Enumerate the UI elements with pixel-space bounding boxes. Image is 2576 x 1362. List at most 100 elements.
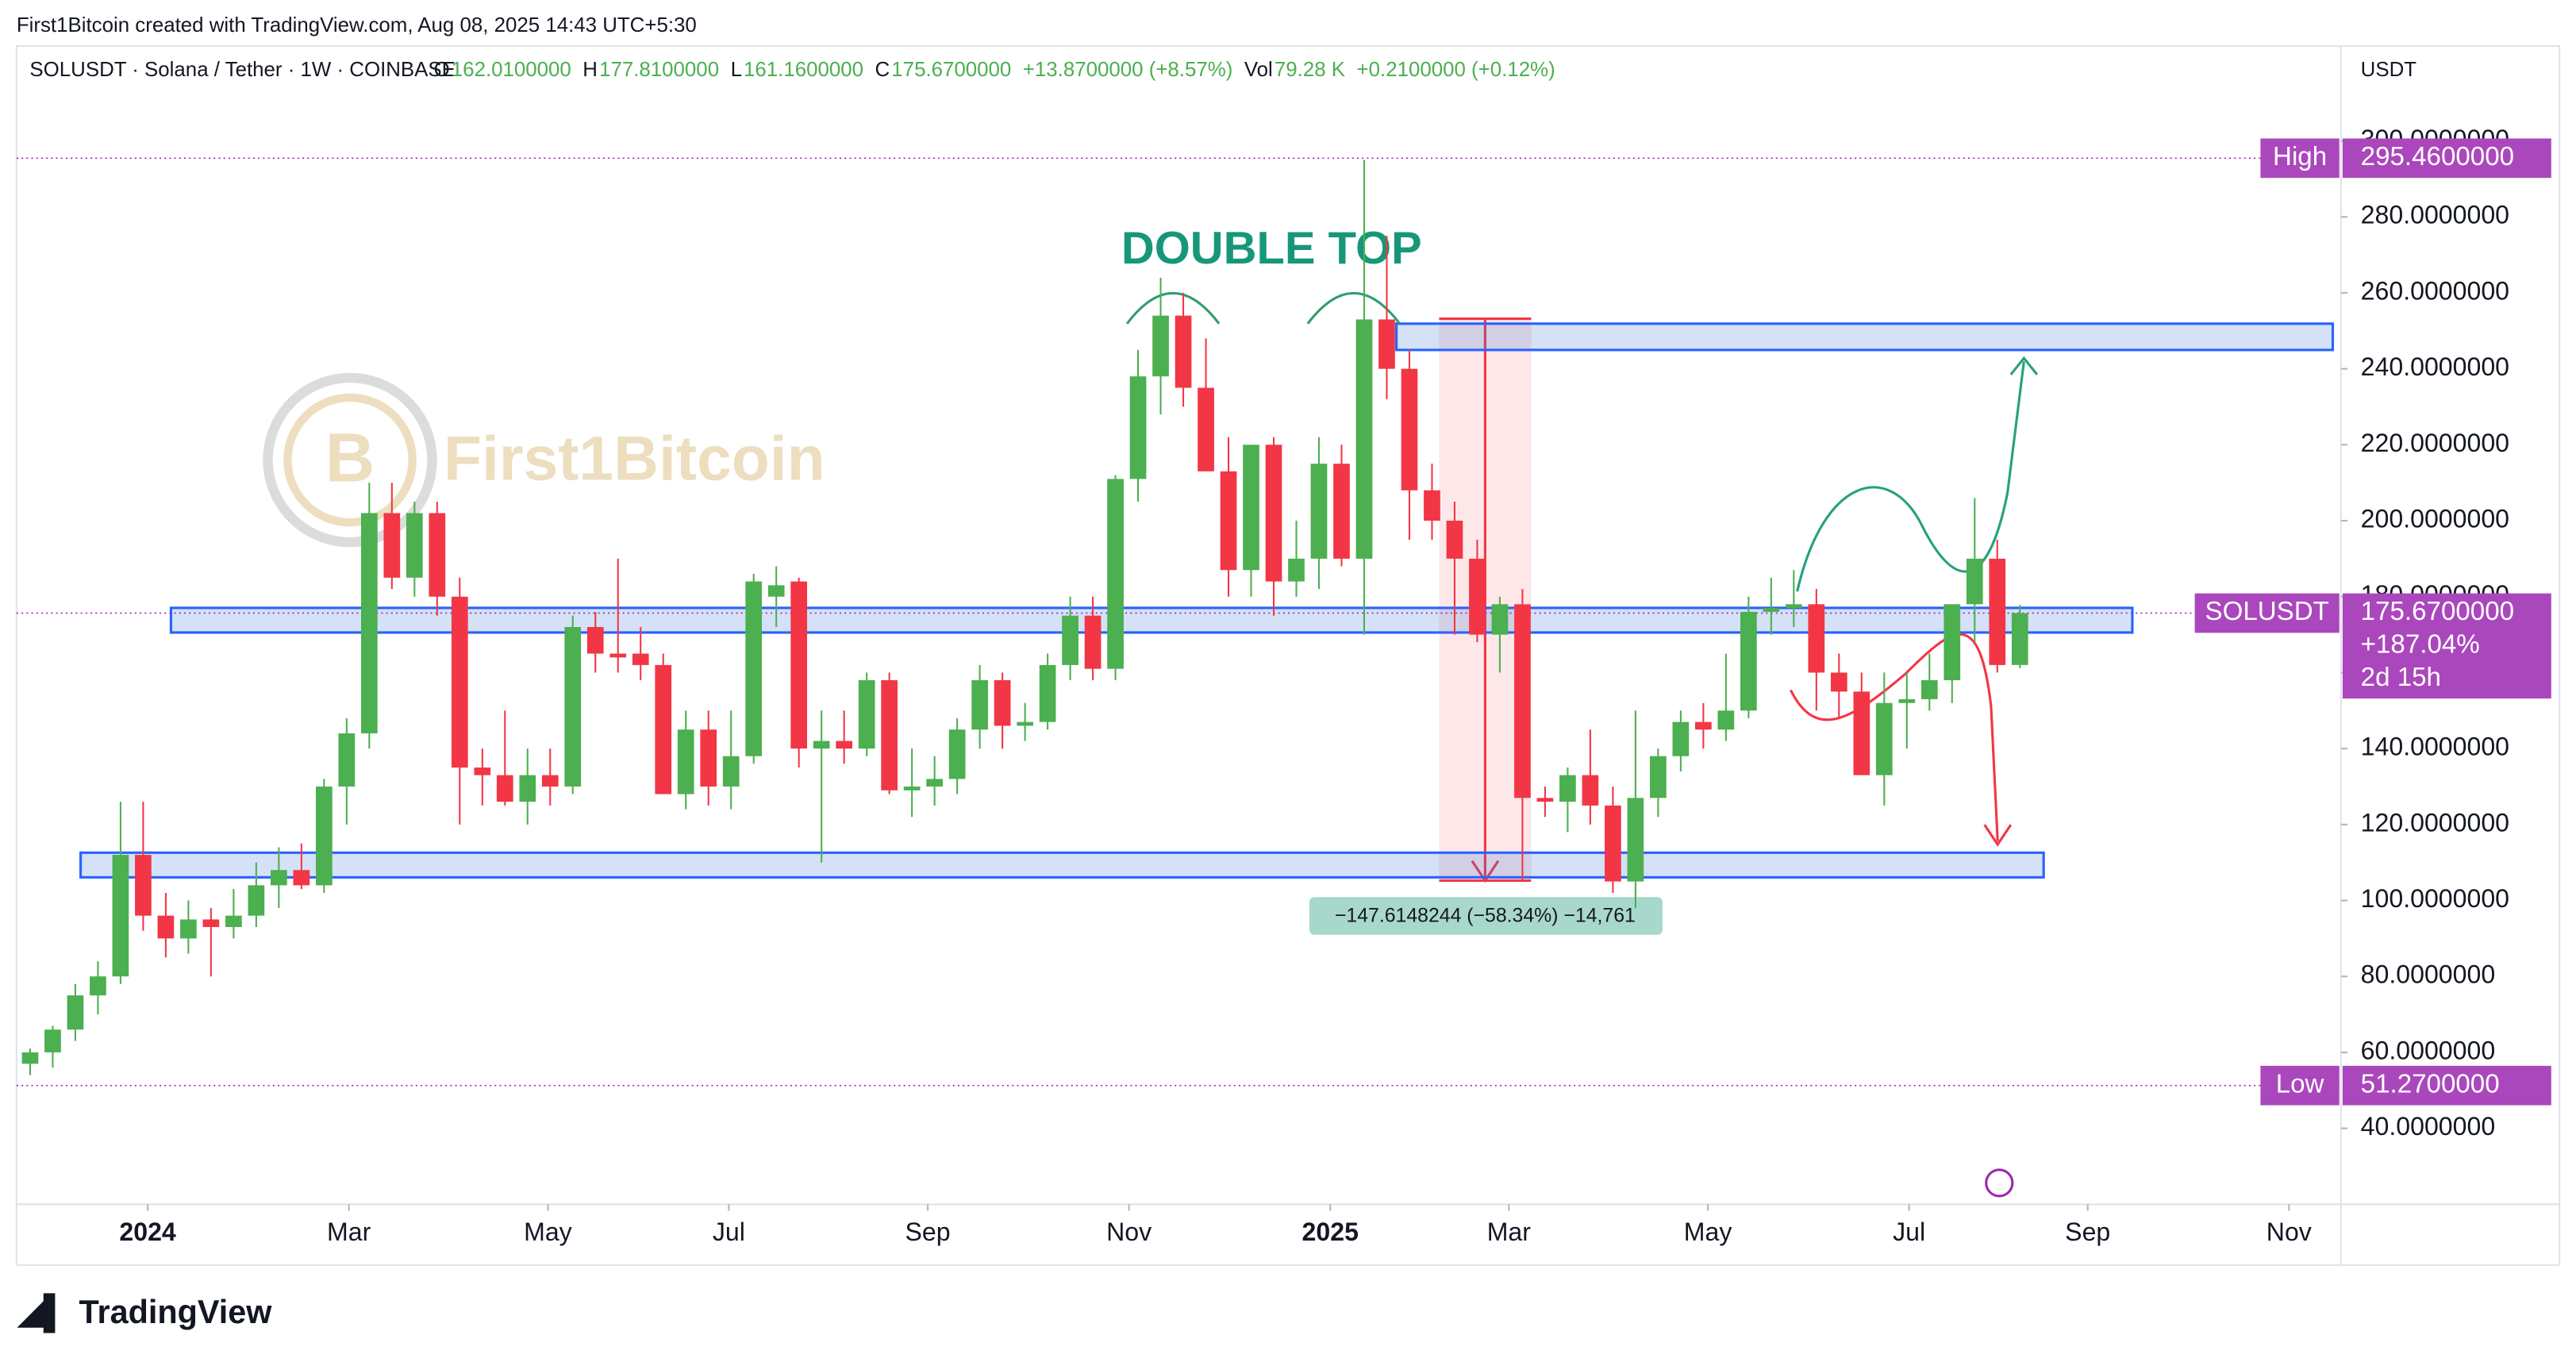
- candle-body: [1717, 710, 1735, 730]
- x-tick-label: Nov: [2266, 1218, 2312, 1246]
- ohlc-value: +0.2100000 (+0.12%): [1357, 59, 1555, 81]
- candle-body: [1875, 702, 1893, 775]
- watermark-ring: [283, 393, 417, 527]
- last-tag-countdown: 2d 15h: [2361, 663, 2441, 692]
- candle-body: [1084, 615, 1102, 669]
- watermark-ring: [263, 372, 437, 548]
- candle-body: [1469, 558, 1486, 635]
- brand-logo: ◢▌: [17, 1293, 67, 1333]
- candle-body: [609, 653, 627, 658]
- candle-body: [496, 775, 513, 802]
- candle-body: [745, 581, 763, 756]
- ohlc-value: 175.6700000: [891, 59, 1011, 81]
- x-tick-label: Nov: [1106, 1218, 1152, 1246]
- candle-body: [1514, 604, 1531, 798]
- candle-body: [451, 596, 468, 768]
- watermark: B First1Bitcoin: [263, 372, 825, 548]
- candle-body: [406, 513, 423, 578]
- candle-body: [135, 855, 152, 916]
- y-tick-label: 40.0000000: [2361, 1112, 2495, 1141]
- candle-body: [474, 768, 491, 775]
- candle-body: [112, 855, 129, 977]
- symbol: SOLUSDT · Solana / Tether · 1W · COINBAS…: [29, 59, 456, 81]
- ohlc-key: H: [582, 59, 598, 81]
- y-tick-label: 220.0000000: [2361, 429, 2509, 457]
- candle-body: [429, 513, 446, 597]
- candle-body: [1740, 611, 1757, 711]
- last-tag-box: [2342, 593, 2551, 699]
- candle-body: [586, 627, 604, 654]
- candle-body: [1695, 721, 1712, 730]
- candle-body: [1536, 798, 1554, 802]
- candle-body: [1944, 604, 1961, 680]
- ohlc-key: O: [434, 59, 450, 81]
- candle-body: [1017, 721, 1033, 726]
- candle-body: [1898, 698, 1916, 703]
- high-tag-name-box: [2260, 138, 2340, 179]
- candle-body: [360, 513, 378, 733]
- candle-body: [271, 870, 287, 886]
- low-tag-value: 51.2700000: [2361, 1069, 2500, 1098]
- candle-body: [90, 976, 106, 996]
- x-tick-label: Mar: [327, 1218, 371, 1246]
- candle-body: [225, 915, 242, 928]
- y-tick-label: 120.0000000: [2361, 808, 2509, 837]
- candle-body: [1989, 558, 2006, 665]
- candle-body: [677, 729, 694, 794]
- candle-body: [1355, 319, 1373, 559]
- low-tag-name-box: [2260, 1065, 2340, 1106]
- candle-body: [903, 786, 921, 791]
- y-tick-label: 140.0000000: [2361, 733, 2509, 761]
- candle-body: [881, 679, 898, 791]
- ohlc-key: L: [731, 59, 742, 81]
- ohlc-key: Vol: [1244, 59, 1273, 81]
- currency: USDT: [2361, 59, 2417, 81]
- watermark-logo: B: [325, 420, 375, 497]
- pivot-zone: [169, 606, 2134, 634]
- bull-arrowhead: [2009, 356, 2039, 375]
- candle-body: [202, 919, 220, 928]
- candle-body: [655, 664, 672, 794]
- last-tag-value: 175.6700000: [2361, 597, 2514, 626]
- measure-arrowhead: [1471, 860, 1500, 883]
- ohlc-key: C: [875, 59, 890, 81]
- ohlc-value: +13.8700000 (+8.57%): [1023, 59, 1233, 81]
- low-tag-box: [2342, 1065, 2551, 1106]
- candle-body: [1830, 672, 1847, 692]
- candle-body: [1175, 315, 1192, 388]
- candle-body: [1401, 368, 1418, 491]
- x-tick-label: Sep: [905, 1218, 951, 1246]
- support-zone: [79, 851, 2045, 879]
- frame: [15, 44, 2561, 1266]
- candle-body: [1265, 444, 1282, 582]
- candle-body: [21, 1052, 39, 1064]
- candle-body: [44, 1029, 61, 1052]
- candle-body: [1129, 376, 1147, 479]
- candle-body: [2011, 613, 2028, 665]
- high-tag-value: 295.4600000: [2361, 142, 2514, 171]
- candle-body: [67, 995, 84, 1030]
- x-tick-label: Jul: [1893, 1218, 1925, 1246]
- candle-body: [1424, 490, 1440, 521]
- candle-body: [1650, 756, 1667, 798]
- candle-body: [700, 729, 717, 787]
- candle-body: [767, 585, 785, 597]
- ohlc-value: 162.0100000: [452, 59, 571, 81]
- candle-body: [1288, 558, 1305, 582]
- candle-body: [790, 581, 808, 749]
- brand: TradingView: [79, 1294, 273, 1330]
- candle-body: [1920, 679, 1938, 699]
- candle-body: [564, 627, 582, 787]
- watermark-text: First1Bitcoin: [444, 424, 825, 494]
- y-tick-label: 60.0000000: [2361, 1036, 2495, 1064]
- measure-label: −147.6148244 (−58.34%) −14,761: [1335, 906, 1636, 927]
- bear-path: [1790, 633, 1999, 841]
- candle-body: [1853, 691, 1870, 775]
- high-tag-box: [2342, 138, 2551, 179]
- candle-body: [1763, 608, 1780, 612]
- candle-body: [722, 756, 740, 787]
- candle-body: [1039, 664, 1056, 722]
- candle-body: [1785, 604, 1802, 609]
- candle-body: [971, 679, 988, 730]
